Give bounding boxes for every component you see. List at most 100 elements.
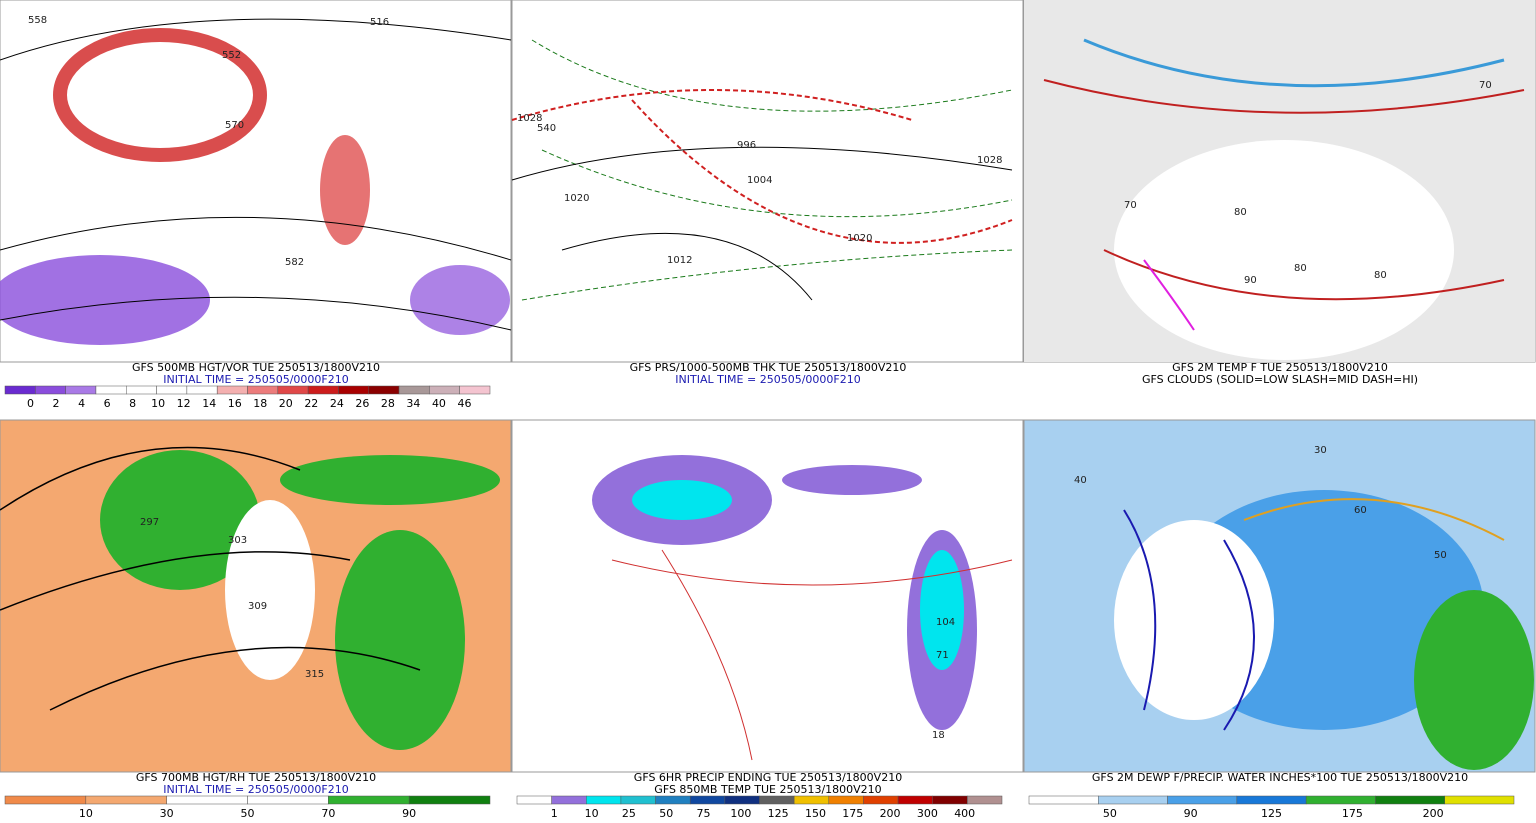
colorbar-label: 1: [551, 807, 558, 819]
contour-label: 60: [1354, 505, 1367, 516]
colorbar-label: 0: [27, 397, 34, 410]
colorbar-cell: [516, 795, 552, 805]
panel-title: GFS 6HR PRECIP ENDING TUE 250513/1800V21…: [634, 771, 902, 784]
contour-label: 80: [1234, 207, 1247, 218]
contour-label: 570: [225, 120, 244, 131]
colorbar-label: 25: [622, 807, 636, 819]
precip-blob: [920, 550, 964, 670]
colorbar-cell: [759, 795, 795, 805]
colorbar-cell: [586, 795, 622, 805]
colorbar-label: 70: [321, 807, 335, 819]
panel-subtitle: GFS CLOUDS (SOLID=LOW SLASH=MID DASH=HI): [1142, 373, 1418, 386]
colorbar-cell: [328, 795, 410, 805]
colorbar-label: 200: [880, 807, 901, 819]
contour-label: 104: [936, 617, 955, 628]
panel: 70 80 80 90 80 70 GFS 2M TEMP F TUE 2505…: [1023, 0, 1536, 386]
colorbar-cell: [408, 795, 491, 805]
colorbar-cell: [1236, 795, 1307, 805]
vort-blob: [410, 265, 510, 335]
panel: 297 303 309 315 GFS 700MB HGT/RH TUE 250…: [0, 419, 512, 820]
panel: 104 71 18 GFS 6HR PRECIP ENDING TUE 2505…: [511, 419, 1024, 820]
colorbar-cell: [85, 795, 167, 805]
colorbar-cell: [186, 385, 218, 395]
colorbar-cell: [65, 385, 97, 395]
colorbar-label: 6: [104, 397, 111, 410]
colorbar-label: 300: [917, 807, 938, 819]
panel-subtitle: INITIAL TIME = 250505/0000F210: [163, 783, 348, 796]
vort-band: [53, 28, 267, 162]
isotherm: [1143, 259, 1195, 331]
colorbar-label: 125: [1261, 807, 1282, 819]
colorbar-cell: [967, 795, 1003, 805]
contour-label: 1028: [517, 113, 542, 124]
colorbar-label: 50: [659, 807, 673, 819]
contour-label: 309: [248, 601, 267, 612]
colorbar-cell: [166, 795, 248, 805]
contour-label: 996: [737, 140, 756, 151]
colorbar-label: 20: [279, 397, 293, 410]
panel-title: GFS PRS/1000-500MB THK TUE 250513/1800V2…: [630, 361, 907, 374]
colorbar-label: 125: [768, 807, 789, 819]
colorbar-label: 75: [697, 807, 711, 819]
colorbar-cell: [655, 795, 691, 805]
contour-label: 516: [370, 17, 389, 28]
colorbar-label: 24: [330, 397, 344, 410]
contour-label: 80: [1374, 270, 1387, 281]
colorbar-label: 175: [1342, 807, 1363, 819]
contour-label: 1028: [977, 155, 1002, 166]
colorbar-label: 10: [79, 807, 93, 819]
colorbar-cell: [1305, 795, 1376, 805]
colorbar-cell: [620, 795, 656, 805]
colorbar-label: 12: [177, 397, 191, 410]
colorbar-label: 4: [78, 397, 85, 410]
contour-label: 582: [285, 257, 304, 268]
colorbar-label: 90: [1184, 807, 1198, 819]
colorbar-cell: [1444, 795, 1515, 805]
colorbar-label: 400: [954, 807, 975, 819]
rh-blob: [100, 450, 260, 590]
colorbar-cell: [307, 385, 339, 395]
rh-blob: [335, 530, 465, 750]
panel-subtitle: INITIAL TIME = 250505/0000F210: [163, 373, 348, 386]
panel: 30 40 50 60 GFS 2M DEWP F/PRECIP. WATER …: [1023, 419, 1536, 820]
colorbar-label: 150: [805, 807, 826, 819]
colorbar-cell: [368, 385, 400, 395]
contour-label: 50: [1434, 550, 1447, 561]
colorbar-cell: [398, 385, 430, 395]
pw-area: [1414, 590, 1534, 770]
colorbar-label: 90: [402, 807, 416, 819]
contour-label: 80: [1294, 263, 1307, 274]
contour-label: 297: [140, 517, 159, 528]
thickness: [521, 39, 1013, 301]
colorbar-cell: [828, 795, 864, 805]
colorbar-cell: [689, 795, 726, 805]
colorbar-label: 34: [406, 397, 420, 410]
precip-blob: [782, 465, 922, 495]
map-frame: [511, 0, 1024, 363]
colorbar-cell: [1375, 795, 1445, 805]
contour-label: 90: [1244, 275, 1257, 286]
contour-label: 1020: [847, 233, 872, 244]
colorbar-cell: [1167, 795, 1238, 805]
colorbar-label: 8: [129, 397, 136, 410]
colorbar-cell: [95, 385, 127, 395]
panel-title: GFS 2M TEMP F TUE 250513/1800V210: [1172, 361, 1388, 374]
colorbar-cell: [4, 385, 36, 395]
colorbar-label: 10: [151, 397, 165, 410]
colorbar-cell: [897, 795, 933, 805]
colorbar-label: 16: [228, 397, 242, 410]
colorbar-cell: [932, 795, 968, 805]
rh-blob: [280, 455, 500, 505]
dry-gap: [225, 500, 315, 680]
contour-label: 558: [28, 15, 47, 26]
colorbar-cell: [126, 385, 157, 395]
panel-title: GFS 2M DEWP F/PRECIP. WATER INCHES*100 T…: [1092, 771, 1468, 784]
contour-label: 71: [936, 650, 949, 661]
panel-subtitle: GFS 850MB TEMP TUE 250513/1800V210: [654, 783, 881, 796]
contour-label: 1020: [564, 193, 589, 204]
colorbar-cell: [338, 385, 369, 395]
colorbar-cell: [1098, 795, 1168, 805]
contour-label: 70: [1124, 200, 1137, 211]
thickness: [511, 89, 1013, 244]
